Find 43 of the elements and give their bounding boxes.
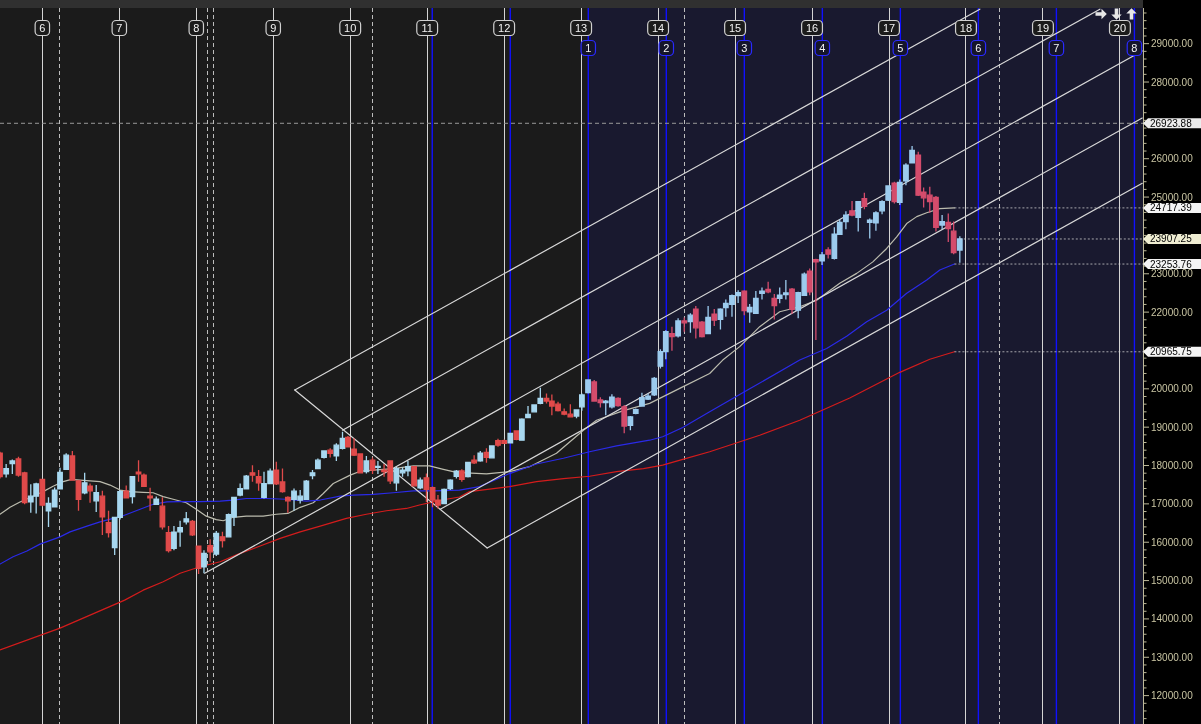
y-tick-label: 14000.00 — [1151, 613, 1194, 625]
y-tick-label: 19000.00 — [1151, 421, 1194, 433]
x2-tick-label: 5 — [897, 41, 904, 54]
y-tick-label: 23000.00 — [1151, 268, 1194, 280]
x-tick-label: 16 — [805, 21, 819, 34]
text: 23907.25 — [1150, 233, 1192, 245]
y-tick-label: 20000.00 — [1151, 383, 1194, 395]
x-tick-label: 19 — [1036, 21, 1050, 34]
x-tick-label: 12 — [498, 21, 511, 34]
x2-tick-label: 1 — [585, 41, 592, 54]
y-tick-label: 25000.00 — [1151, 191, 1194, 203]
data-label: 24717.39 — [1150, 202, 1193, 214]
x-tick-label: 18 — [959, 21, 973, 34]
y-tick-label: 18000.00 — [1151, 460, 1194, 472]
y-tick-label: 12000.00 — [1151, 690, 1194, 702]
y-tick-label: 22000.00 — [1151, 306, 1194, 318]
x2-tick-label: 2 — [663, 41, 670, 54]
y-tick-label: 29000.00 — [1151, 38, 1194, 50]
x2-tick-label: 6 — [975, 41, 982, 54]
x-tick-label: 9 — [270, 21, 277, 34]
x-tick-label: 13 — [575, 21, 588, 34]
x-tick-label: 17 — [882, 21, 896, 34]
x-tick-label: 11 — [421, 21, 433, 34]
x2-tick-label: 4 — [819, 41, 826, 54]
x2-tick-label: 8 — [1131, 41, 1138, 54]
y-tick-label: 13000.00 — [1151, 651, 1194, 663]
x2-tick-label: 3 — [741, 41, 748, 54]
y-tick-label: 16000.00 — [1151, 536, 1194, 548]
y-tick-label: 17000.00 — [1151, 498, 1194, 510]
x-tick-label: 7 — [116, 21, 123, 34]
x-tick-label: 10 — [344, 21, 357, 34]
x-tick-label: 6 — [39, 21, 46, 34]
y-tick-label: 26000.00 — [1151, 153, 1194, 165]
y-tick-label: 28000.00 — [1151, 76, 1194, 88]
x2-tick-label: 7 — [1053, 41, 1060, 54]
x-tick-label: 8 — [193, 21, 200, 34]
ref-line-label: 26923.88 — [1150, 117, 1193, 129]
data-label: 20965.75 — [1150, 346, 1193, 358]
x-tick-label: 20 — [1113, 21, 1127, 34]
y-tick-label: 15000.00 — [1151, 575, 1194, 587]
x-tick-label: 15 — [728, 21, 742, 34]
x-tick-label: 14 — [651, 21, 665, 34]
data-label: 23253.76 — [1150, 258, 1193, 270]
